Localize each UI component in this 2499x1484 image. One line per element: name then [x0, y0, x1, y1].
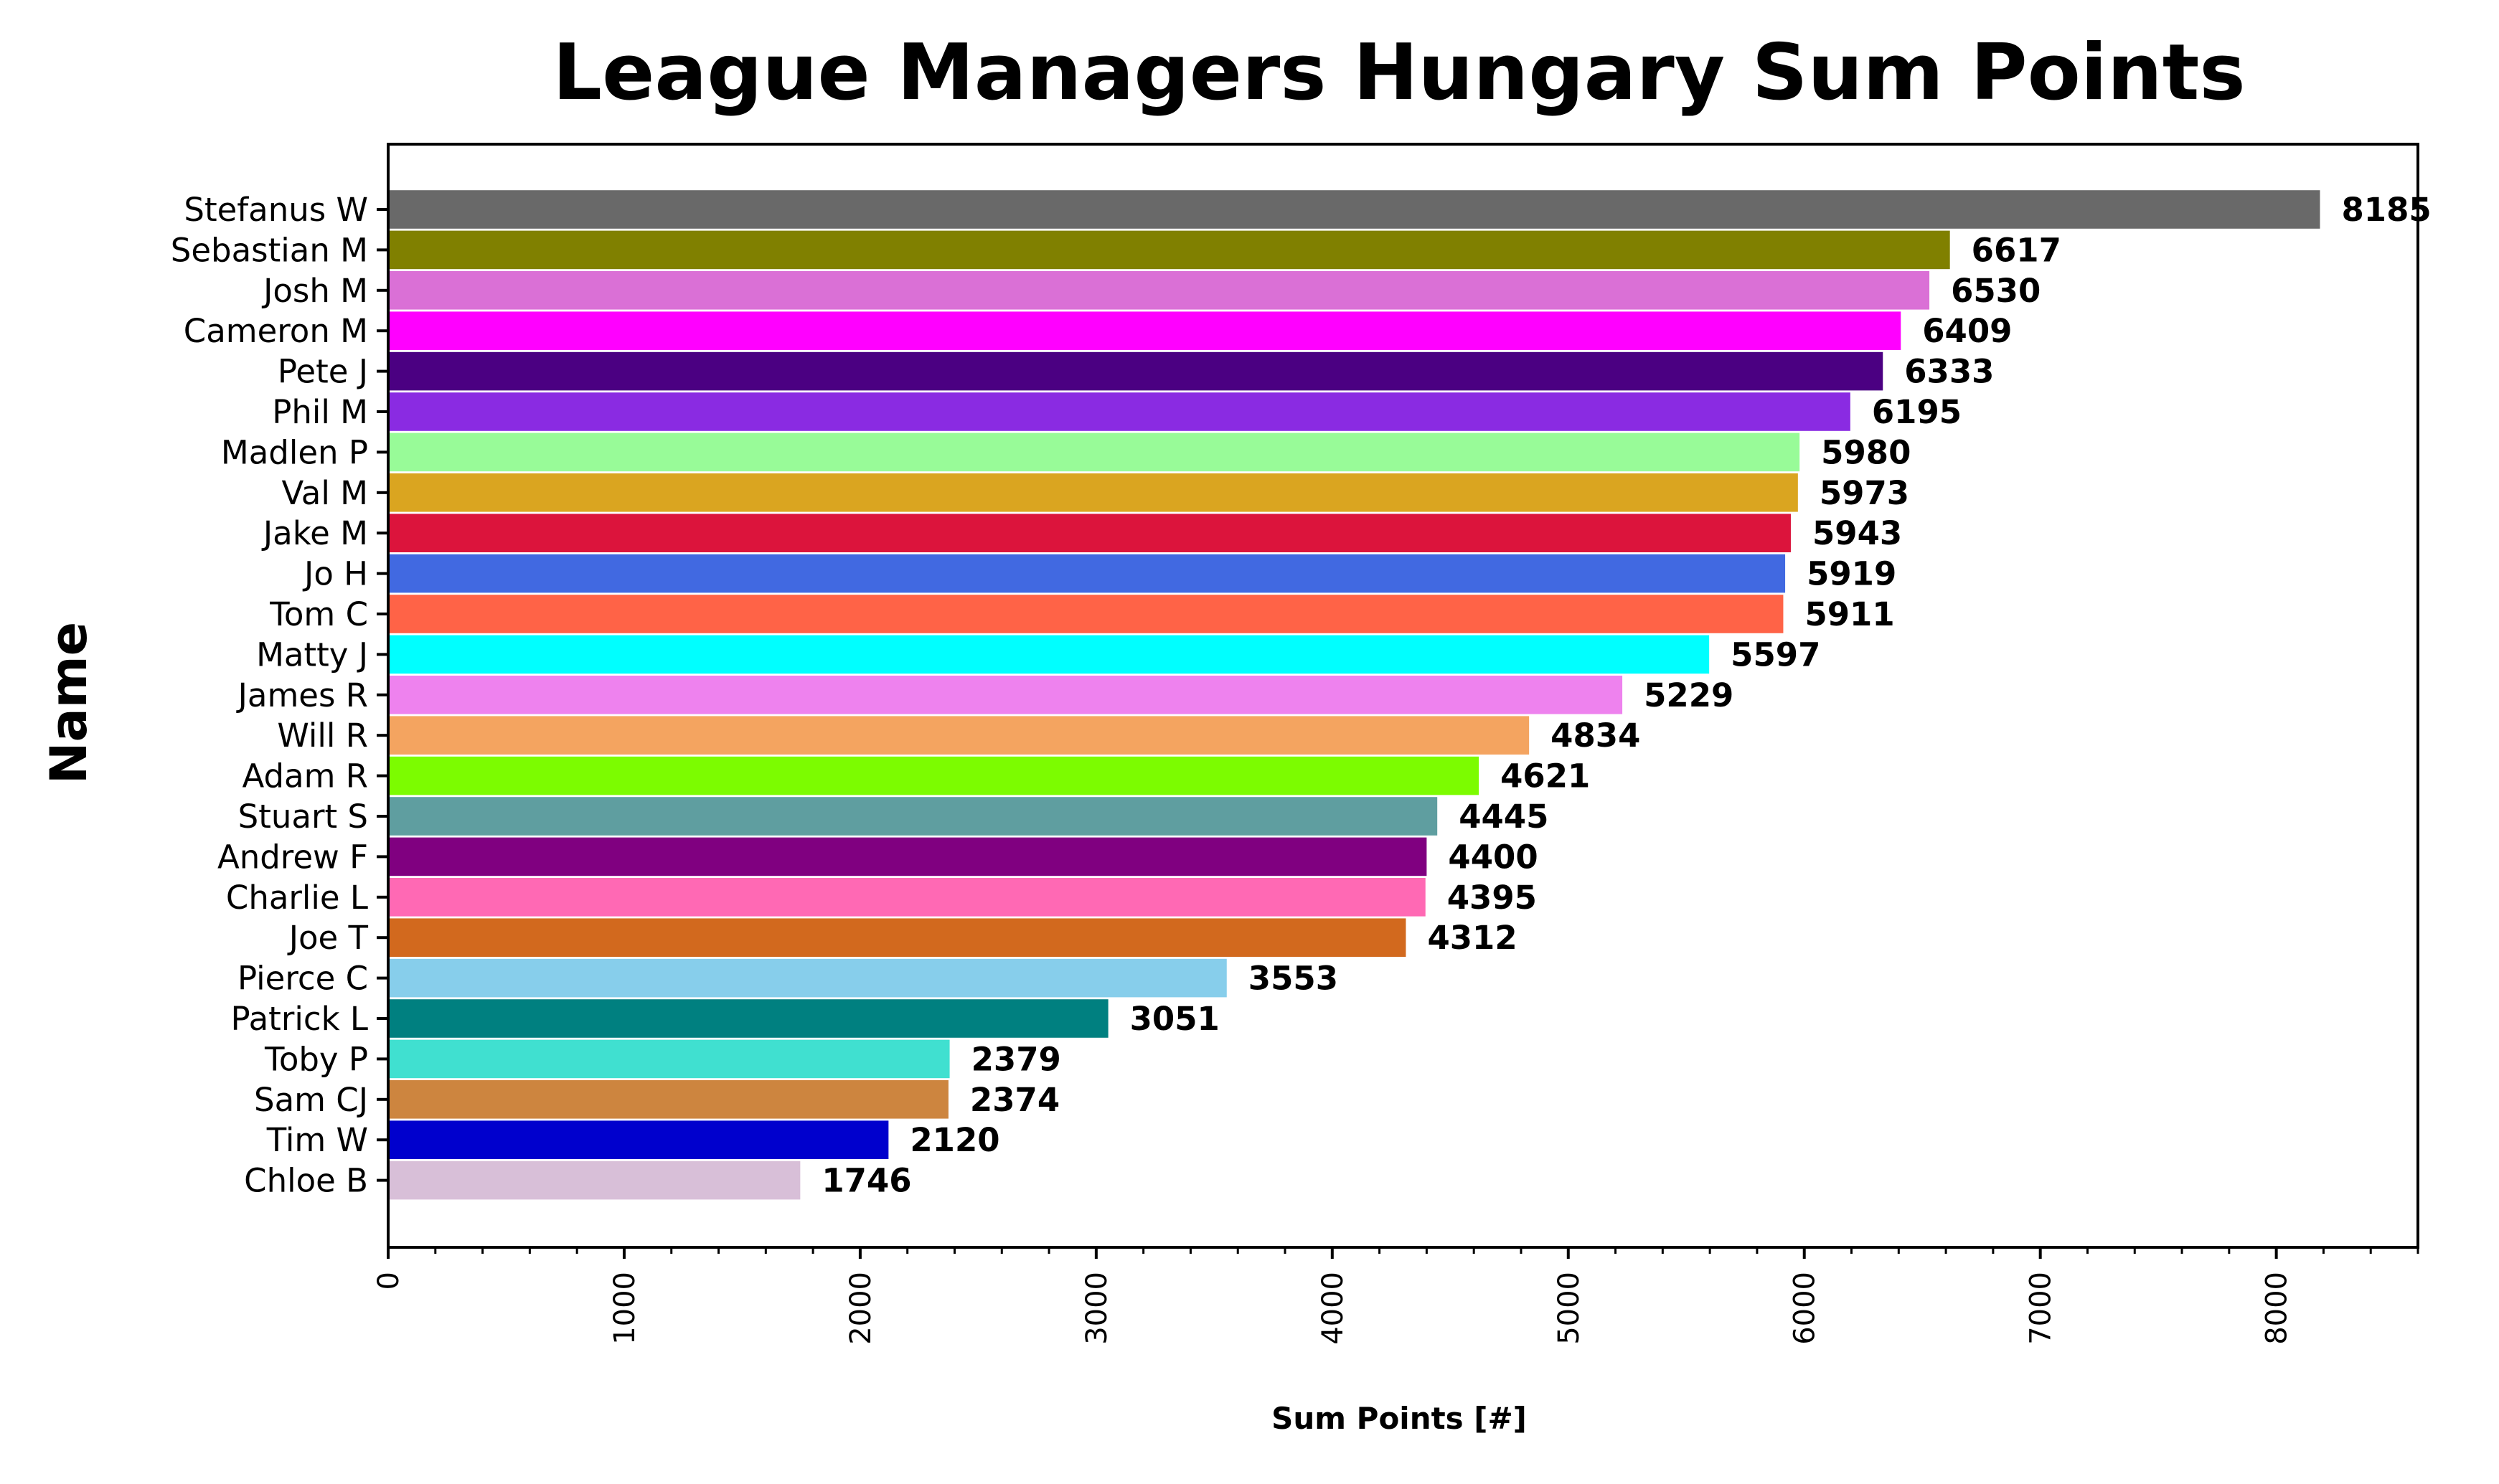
bar	[388, 1161, 801, 1200]
bar	[388, 554, 1786, 593]
x-tick-label: 0	[372, 1272, 405, 1290]
y-tick-label: Andrew F	[217, 838, 368, 876]
bar-value-label: 5973	[1820, 474, 1909, 512]
x-tick-label: 1000	[608, 1272, 641, 1345]
x-axis-ticks: 0 1000 2000 3000 4000 5000 6000 7000 8000	[372, 1247, 2419, 1345]
bar	[388, 230, 1950, 270]
bar-value-label: 3553	[1248, 960, 1338, 998]
bar-value-label: 5229	[1644, 676, 1733, 714]
bar-value-label: 8185	[2341, 191, 2431, 229]
x-tick-label: 8000	[2261, 1272, 2294, 1345]
y-tick-label: Tom C	[269, 595, 368, 633]
bar-value-label: 6530	[1951, 272, 2041, 310]
bar	[388, 595, 1784, 633]
bar-value-label: 1746	[822, 1162, 911, 1200]
x-axis-label: Sum Points [#]	[1271, 1401, 1527, 1436]
bar	[388, 1080, 949, 1119]
bar	[388, 271, 1930, 310]
x-tick-label: 4000	[1317, 1272, 1350, 1345]
bar-value-label: 4395	[1447, 879, 1537, 917]
x-tick-label: 5000	[1553, 1272, 1586, 1345]
bar	[388, 473, 1798, 512]
bar	[388, 797, 1438, 836]
bars-layer	[388, 190, 2320, 1200]
bar-value-label: 6333	[1904, 353, 1994, 391]
bar	[388, 958, 1227, 998]
bar	[388, 716, 1530, 755]
x-tick-label: 6000	[1789, 1272, 1822, 1345]
x-tick-label: 3000	[1081, 1272, 1114, 1345]
y-tick-label: Cameron M	[184, 312, 368, 350]
bar-value-label: 4621	[1500, 757, 1590, 795]
y-tick-label: Patrick L	[230, 1000, 368, 1038]
y-tick-label: Matty J	[256, 635, 368, 674]
bar-value-label: 6409	[1922, 312, 2012, 350]
y-tick-label: Will R	[277, 717, 368, 755]
bar-value-label: 5597	[1731, 635, 1820, 674]
bar-value-label: 5980	[1821, 433, 1911, 471]
y-tick-label: Sebastian M	[171, 231, 368, 269]
bar	[388, 878, 1426, 917]
plot-frame	[387, 143, 2419, 1249]
chart-title: League Managers Hungary Sum Points	[552, 28, 2245, 118]
bar	[388, 351, 1883, 391]
y-tick-label: Phil M	[272, 393, 368, 431]
bar	[388, 918, 1406, 957]
bar-value-label: 6195	[1872, 393, 1962, 431]
value-labels-layer: 8185 661765306409633361955980597359435919…	[822, 191, 2431, 1200]
bar	[388, 635, 1710, 674]
bar-value-label: 2120	[910, 1121, 999, 1159]
y-tick-label: Chloe B	[244, 1162, 368, 1200]
bar	[388, 311, 1901, 350]
bar	[388, 1039, 950, 1079]
y-tick-label: Stefanus W	[184, 191, 368, 229]
bar	[388, 837, 1427, 876]
y-tick-label: Sam CJ	[254, 1081, 368, 1119]
bar-value-label: 4834	[1550, 717, 1640, 755]
y-axis-label: Name	[39, 622, 98, 784]
bar-value-label: 5911	[1804, 595, 1894, 633]
x-tick-label: 2000	[844, 1272, 877, 1345]
bar	[388, 190, 2320, 229]
bar	[388, 514, 1791, 552]
bar	[388, 1120, 889, 1159]
y-tick-label: Tim W	[266, 1121, 368, 1159]
y-tick-label: Adam R	[242, 757, 368, 795]
x-tick-label: 7000	[2025, 1272, 2058, 1345]
y-tick-label: Madlen P	[221, 433, 368, 471]
y-tick-label: Jo H	[302, 555, 368, 593]
y-tick-label: Jake M	[261, 514, 368, 552]
bar-value-label: 3051	[1130, 1000, 1220, 1038]
bar	[388, 392, 1850, 431]
bar-value-label: 4400	[1448, 838, 1538, 876]
bar	[388, 676, 1623, 714]
y-tick-label: Charlie L	[226, 879, 368, 917]
y-tick-label: James R	[236, 676, 368, 714]
y-tick-label: Toby P	[264, 1040, 368, 1078]
bar	[388, 999, 1109, 1038]
bar-value-label: 6617	[1972, 231, 2061, 269]
bar-value-label: 2374	[970, 1081, 1060, 1119]
y-tick-label: Pierce C	[237, 960, 368, 998]
bar-value-label: 4312	[1427, 919, 1517, 957]
y-tick-label: Josh M	[261, 272, 368, 310]
bar	[388, 433, 1800, 472]
bar	[388, 756, 1479, 795]
bar-value-label: 4445	[1459, 798, 1548, 836]
bar-value-label: 5919	[1807, 555, 1896, 593]
bar-value-label: 2379	[971, 1040, 1061, 1078]
y-tick-label: Stuart S	[238, 798, 368, 836]
bar-value-label: 5943	[1812, 514, 1902, 552]
y-tick-label: Pete J	[278, 353, 368, 391]
y-tick-label: Joe T	[287, 919, 369, 957]
y-tick-label: Val M	[282, 474, 369, 512]
